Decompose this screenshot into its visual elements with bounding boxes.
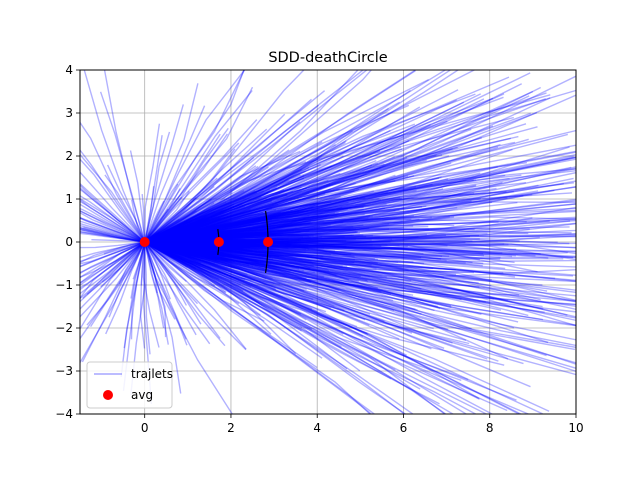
x-tick-label: 0 [141,421,149,435]
avg-point [214,237,224,247]
y-tick-label: −4 [55,407,73,421]
chart-title: SDD-deathCircle [268,50,387,66]
y-tick-label: 3 [65,106,73,120]
y-tick-label: −1 [55,278,73,292]
y-tick-label: 1 [65,192,73,206]
y-tick-label: 4 [65,63,73,77]
y-tick-label: −2 [55,321,73,335]
y-tick-label: 2 [65,149,73,163]
x-tick-label: 2 [227,421,235,435]
avg-point [140,237,150,247]
legend: trajlets avg [87,362,173,408]
x-tick-label: 10 [568,421,583,435]
legend-trajlets-label: trajlets [131,367,173,381]
x-tick-label: 8 [486,421,494,435]
x-tick-label: 6 [400,421,408,435]
legend-avg-label: avg [131,388,153,402]
y-tick-label: 0 [65,235,73,249]
y-tick-label: −3 [55,364,73,378]
x-tick-label: 4 [313,421,321,435]
legend-avg-swatch [103,390,113,400]
avg-point [263,237,273,247]
